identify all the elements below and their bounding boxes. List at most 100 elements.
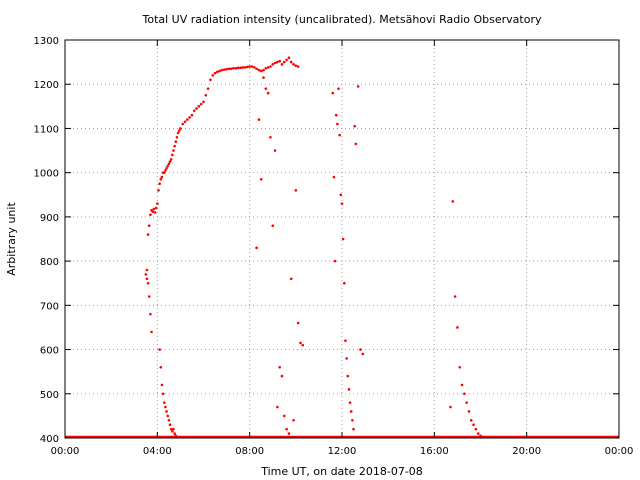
data-point bbox=[292, 63, 295, 66]
data-point bbox=[160, 383, 164, 387]
data-point bbox=[166, 164, 170, 168]
data-point bbox=[264, 67, 268, 70]
data-point bbox=[149, 312, 152, 316]
data-point bbox=[273, 61, 277, 65]
data-point bbox=[287, 56, 291, 59]
data-point bbox=[266, 91, 270, 95]
data-point bbox=[343, 281, 346, 285]
data-point bbox=[266, 66, 270, 69]
data-point bbox=[220, 68, 224, 72]
data-point bbox=[347, 388, 351, 391]
data-point bbox=[259, 69, 263, 73]
data-point bbox=[341, 237, 345, 241]
data-point bbox=[177, 129, 181, 132]
data-point bbox=[271, 63, 275, 66]
data-point bbox=[349, 410, 353, 413]
data-point bbox=[289, 60, 293, 64]
x-tick-label: 04:00 bbox=[143, 446, 172, 457]
data-point bbox=[248, 65, 251, 68]
data-point bbox=[169, 427, 173, 431]
y-tick-label: 700 bbox=[40, 301, 59, 312]
y-tick-label: 1300 bbox=[34, 36, 59, 47]
data-point bbox=[361, 352, 365, 356]
data-point bbox=[285, 427, 288, 431]
data-point bbox=[153, 211, 157, 214]
data-point bbox=[183, 120, 187, 124]
data-point bbox=[241, 66, 245, 69]
data-point bbox=[195, 107, 198, 110]
data-point bbox=[278, 59, 281, 63]
data-point bbox=[204, 93, 208, 97]
data-point bbox=[269, 65, 272, 68]
data-point bbox=[202, 100, 205, 104]
data-point bbox=[354, 142, 358, 146]
data-point bbox=[239, 66, 242, 70]
data-point bbox=[236, 66, 240, 70]
data-point bbox=[458, 365, 462, 369]
data-point bbox=[156, 202, 159, 205]
data-point bbox=[294, 64, 298, 67]
data-point bbox=[173, 432, 176, 435]
y-tick-label: 1100 bbox=[34, 124, 59, 135]
x-tick-label: 08:00 bbox=[235, 446, 264, 457]
data-point bbox=[273, 149, 277, 152]
data-point bbox=[345, 357, 348, 360]
data-point bbox=[348, 401, 352, 404]
data-point bbox=[296, 65, 300, 68]
data-point bbox=[344, 339, 347, 343]
y-tick-label: 600 bbox=[40, 346, 59, 357]
y-axis-label: Arbitrary unit bbox=[5, 202, 18, 276]
data-point bbox=[147, 224, 151, 228]
data-point bbox=[257, 118, 261, 121]
data-point bbox=[243, 66, 247, 69]
y-tick-label: 1200 bbox=[34, 80, 59, 91]
data-point bbox=[453, 295, 457, 298]
data-point bbox=[287, 432, 291, 435]
data-point bbox=[151, 210, 155, 213]
x-tick-label: 00:00 bbox=[605, 446, 634, 457]
data-point bbox=[175, 135, 179, 139]
data-point bbox=[451, 200, 455, 203]
data-point bbox=[169, 158, 173, 161]
data-point bbox=[179, 127, 182, 130]
data-point bbox=[333, 259, 337, 263]
data-point bbox=[259, 178, 263, 181]
data-point bbox=[351, 419, 354, 422]
data-point bbox=[332, 175, 336, 179]
grid-lines bbox=[65, 40, 619, 438]
data-point bbox=[165, 410, 168, 413]
x-axis-label: Time UT, on date 2018-07-08 bbox=[260, 465, 423, 478]
data-point bbox=[199, 102, 203, 106]
data-point bbox=[460, 383, 464, 387]
data-point bbox=[144, 273, 148, 276]
y-tick-label: 900 bbox=[40, 213, 59, 224]
data-point bbox=[161, 392, 165, 396]
data-point bbox=[165, 166, 168, 170]
data-point bbox=[164, 169, 167, 172]
data-point bbox=[476, 432, 480, 435]
data-point bbox=[167, 162, 171, 166]
data-point bbox=[463, 392, 466, 396]
data-point bbox=[222, 68, 226, 71]
data-point bbox=[337, 87, 340, 90]
data-point bbox=[472, 423, 475, 427]
data-point bbox=[158, 348, 161, 351]
data-point bbox=[162, 171, 166, 174]
data-point bbox=[280, 63, 284, 66]
data-points bbox=[144, 56, 485, 439]
data-point bbox=[146, 281, 150, 285]
data-point bbox=[145, 268, 149, 272]
data-point bbox=[168, 160, 172, 163]
data-point bbox=[172, 149, 175, 152]
y-tick-label: 1000 bbox=[34, 169, 59, 180]
data-point bbox=[262, 76, 265, 79]
data-point bbox=[257, 68, 261, 72]
data-point bbox=[218, 69, 221, 73]
data-point bbox=[276, 60, 279, 64]
data-point bbox=[285, 58, 288, 62]
data-point bbox=[269, 135, 272, 139]
data-point bbox=[276, 405, 279, 409]
data-point bbox=[282, 414, 286, 418]
data-point bbox=[186, 118, 189, 121]
